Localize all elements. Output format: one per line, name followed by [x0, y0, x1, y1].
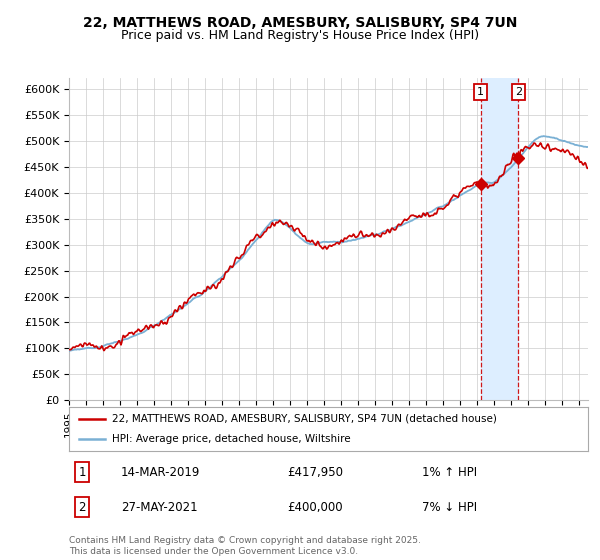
Text: 14-MAR-2019: 14-MAR-2019 [121, 465, 200, 479]
Text: 22, MATTHEWS ROAD, AMESBURY, SALISBURY, SP4 7UN (detached house): 22, MATTHEWS ROAD, AMESBURY, SALISBURY, … [112, 414, 496, 424]
Text: HPI: Average price, detached house, Wiltshire: HPI: Average price, detached house, Wilt… [112, 434, 350, 444]
Text: 2: 2 [515, 87, 522, 97]
Text: 1% ↑ HPI: 1% ↑ HPI [422, 465, 477, 479]
Text: Contains HM Land Registry data © Crown copyright and database right 2025.
This d: Contains HM Land Registry data © Crown c… [69, 536, 421, 556]
Text: Price paid vs. HM Land Registry's House Price Index (HPI): Price paid vs. HM Land Registry's House … [121, 29, 479, 42]
Text: 7% ↓ HPI: 7% ↓ HPI [422, 501, 477, 514]
Text: 22, MATTHEWS ROAD, AMESBURY, SALISBURY, SP4 7UN: 22, MATTHEWS ROAD, AMESBURY, SALISBURY, … [83, 16, 517, 30]
Text: £417,950: £417,950 [287, 465, 343, 479]
Text: £400,000: £400,000 [287, 501, 343, 514]
Text: 2: 2 [78, 501, 86, 514]
Text: 27-MAY-2021: 27-MAY-2021 [121, 501, 197, 514]
Text: 1: 1 [477, 87, 484, 97]
Text: 1: 1 [78, 465, 86, 479]
Bar [481, 78, 518, 400]
